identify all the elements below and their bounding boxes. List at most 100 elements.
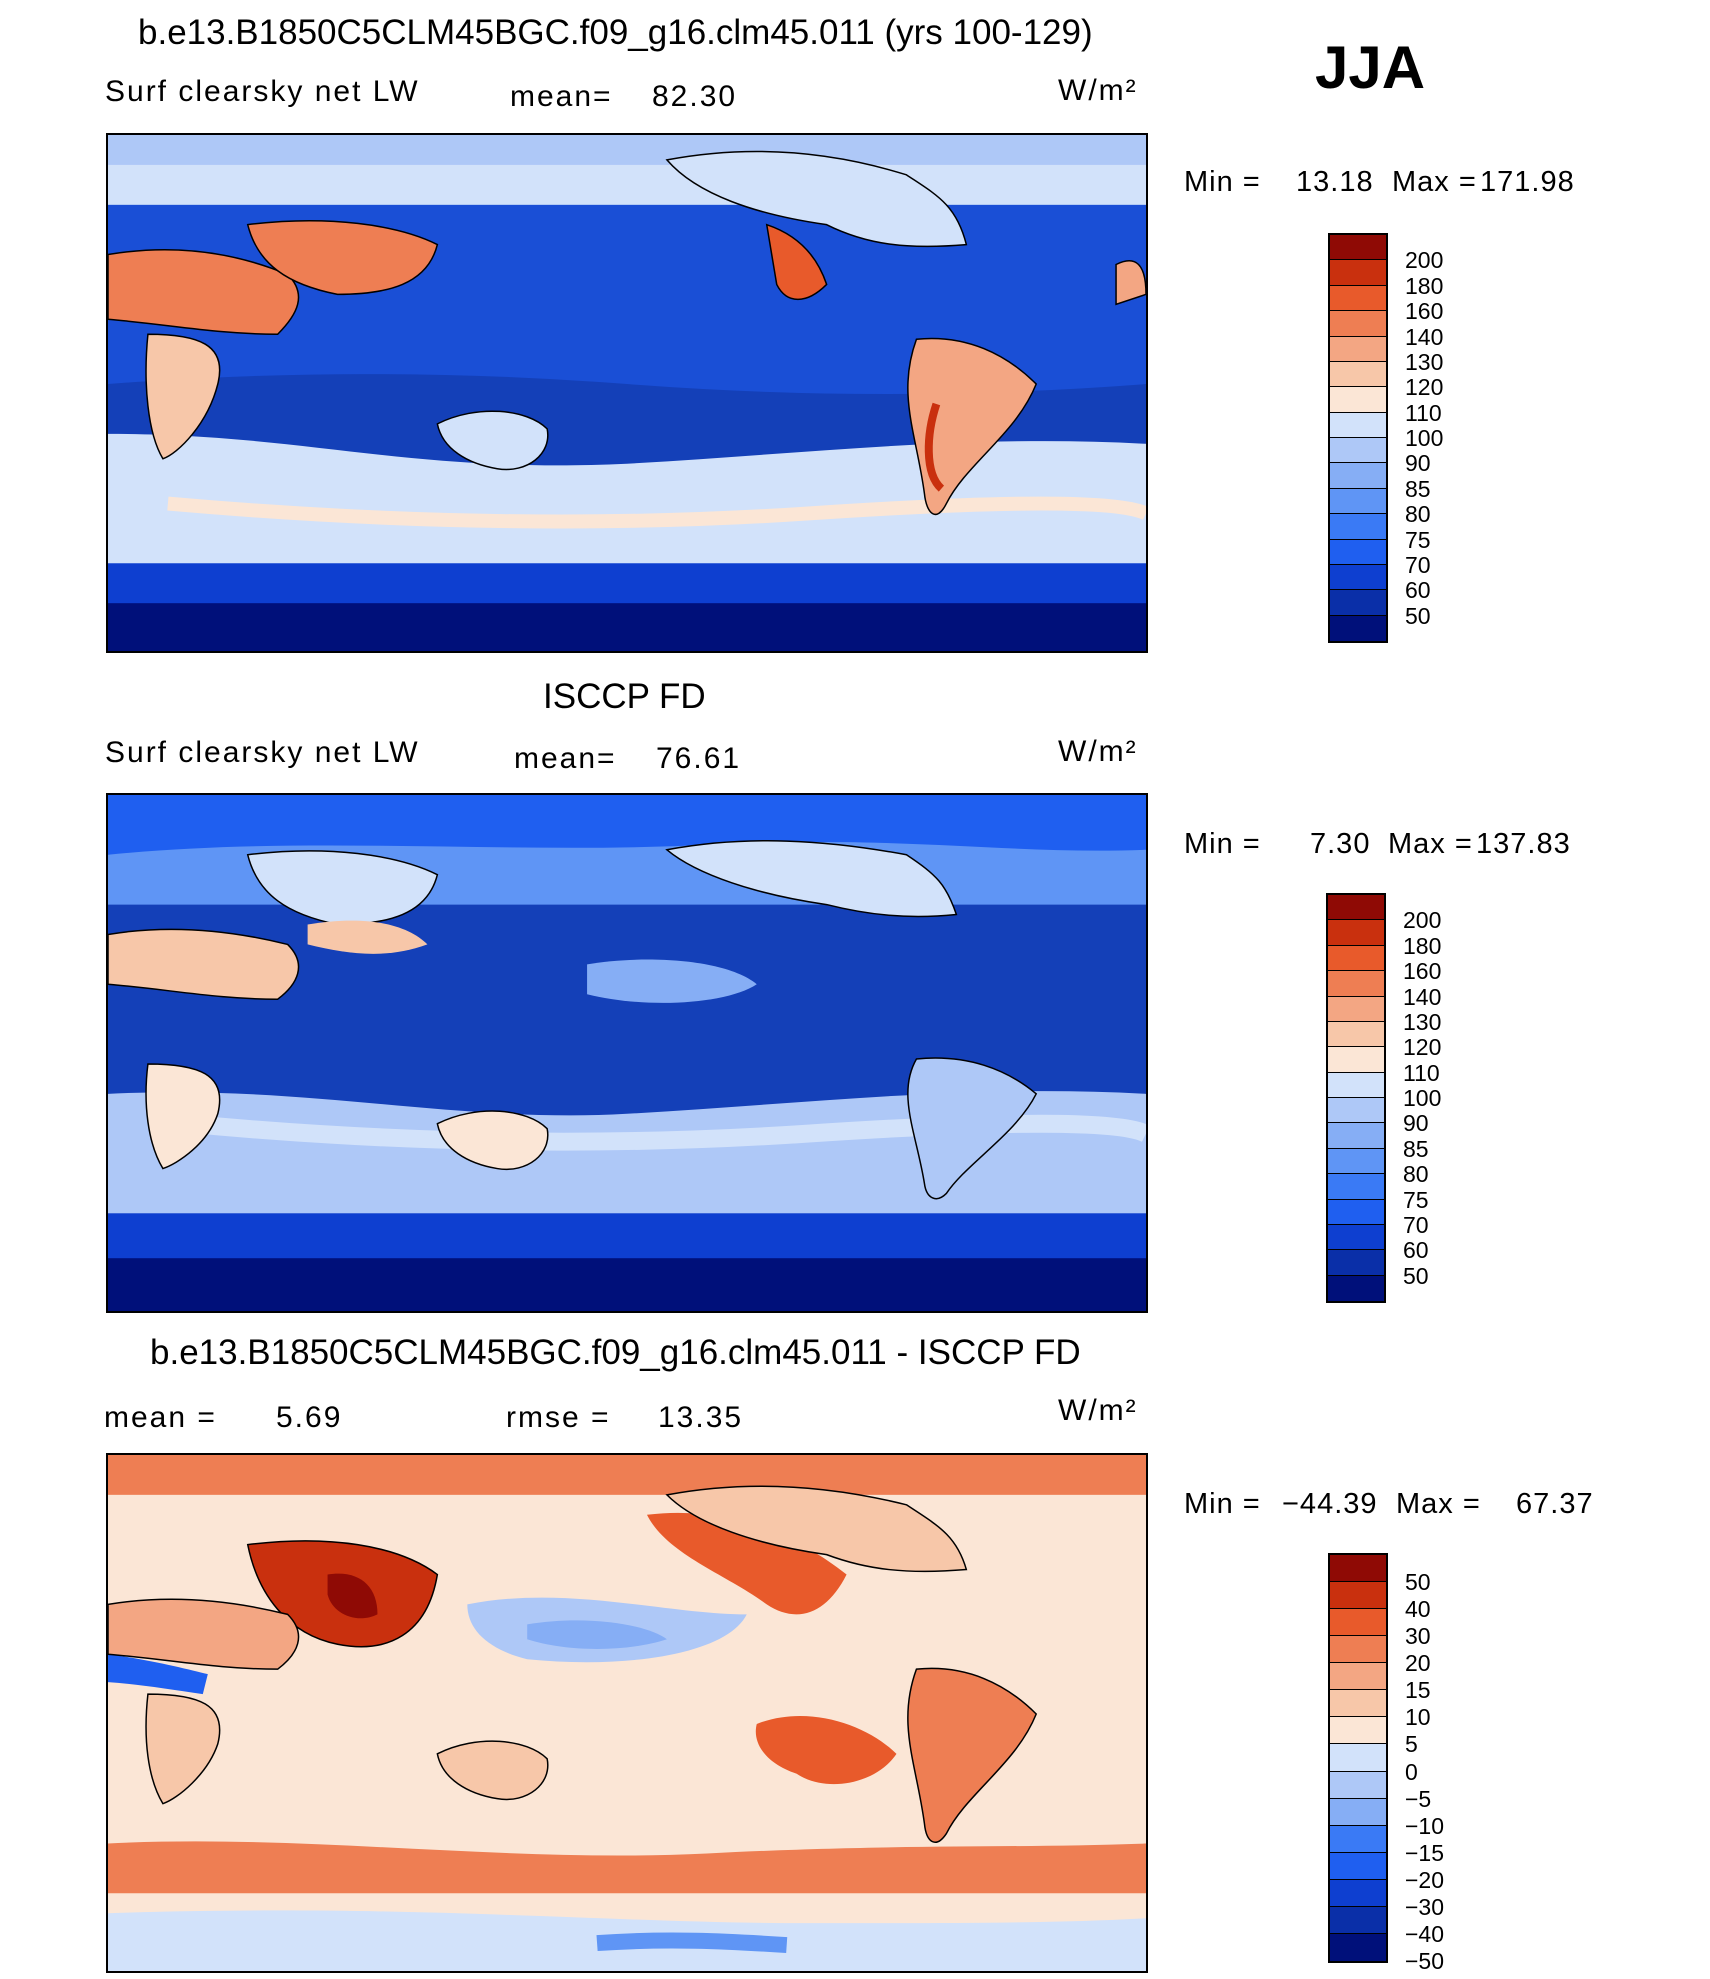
colorbar-swatch <box>1330 1906 1386 1934</box>
colorbar-level-label: −40 <box>1405 1920 1445 1947</box>
colorbar-level-label: −5 <box>1405 1785 1432 1812</box>
colorbar-level-label: 140 <box>1405 323 1444 350</box>
panel1-max-label: Max = <box>1392 166 1477 198</box>
panel3-map-graphic <box>108 1455 1146 1971</box>
colorbar-level-label: 80 <box>1405 501 1431 528</box>
colorbar-swatch <box>1330 1717 1386 1745</box>
colorbar-level-label: −50 <box>1405 1948 1445 1974</box>
colorbar-swatch <box>1330 1933 1386 1961</box>
panel2-mean-label: mean= <box>514 742 617 775</box>
colorbar-level-label: −15 <box>1405 1839 1445 1866</box>
colorbar-level-label: 10 <box>1405 1704 1431 1731</box>
panel1-variable: Surf clearsky net LW <box>105 75 420 108</box>
panel1-colorbar <box>1328 233 1388 643</box>
colorbar-level-label: 160 <box>1403 958 1442 985</box>
colorbar-swatch <box>1330 590 1386 616</box>
panel2-map <box>106 793 1148 1313</box>
colorbar-swatch <box>1330 615 1386 641</box>
panel1-title: b.e13.B1850C5CLM45BGC.f09_g16.clm45.011 … <box>138 13 1093 52</box>
panel3-min-value: −44.39 <box>1282 1488 1378 1520</box>
colorbar-level-label: 30 <box>1405 1623 1431 1650</box>
panel3-rmse-label: rmse = <box>506 1401 611 1434</box>
panel3-max-label: Max = <box>1396 1488 1481 1520</box>
panel3-rmse-value: 13.35 <box>658 1401 744 1434</box>
colorbar-swatch <box>1330 514 1386 540</box>
colorbar-swatch <box>1328 996 1384 1022</box>
colorbar-level-label: 120 <box>1403 1034 1442 1061</box>
colorbar-swatch <box>1330 1825 1386 1853</box>
panel2-units: W/m² <box>1058 735 1138 768</box>
panel3-min-label: Min = <box>1184 1488 1261 1520</box>
panel2-max-value: 137.83 <box>1476 828 1571 860</box>
colorbar-swatch <box>1328 1123 1384 1149</box>
panel2-min-value: 7.30 <box>1310 828 1371 860</box>
panel2-colorbar <box>1326 893 1386 1303</box>
colorbar-level-label: 20 <box>1405 1650 1431 1677</box>
colorbar-level-label: 70 <box>1405 551 1431 578</box>
colorbar-level-label: 110 <box>1403 1059 1440 1086</box>
colorbar-level-label: 75 <box>1403 1186 1429 1213</box>
colorbar-swatch <box>1330 488 1386 515</box>
colorbar-level-label: 90 <box>1405 450 1431 477</box>
colorbar-swatch <box>1330 438 1386 464</box>
colorbar-level-label: 15 <box>1405 1677 1431 1704</box>
panel3-mean-value: 5.69 <box>276 1401 343 1434</box>
colorbar-level-label: 85 <box>1405 475 1431 502</box>
panel2-variable: Surf clearsky net LW <box>105 736 420 769</box>
season-label: JJA <box>1315 34 1426 101</box>
colorbar-swatch <box>1330 1663 1386 1691</box>
colorbar-swatch <box>1328 945 1384 972</box>
colorbar-level-label: 50 <box>1405 602 1431 629</box>
panel3-max-value: 67.37 <box>1516 1488 1594 1520</box>
colorbar-level-label: −30 <box>1405 1893 1445 1920</box>
colorbar-swatch <box>1328 971 1384 997</box>
colorbar-level-label: −20 <box>1405 1866 1445 1893</box>
colorbar-level-label: 50 <box>1405 1569 1431 1596</box>
colorbar-swatch <box>1330 235 1386 261</box>
colorbar-level-label: 0 <box>1405 1758 1418 1785</box>
colorbar-level-label: 130 <box>1403 1008 1442 1035</box>
colorbar-level-label: 50 <box>1403 1262 1429 1289</box>
colorbar-swatch <box>1330 539 1386 565</box>
colorbar-swatch <box>1328 1250 1384 1276</box>
colorbar-swatch <box>1330 260 1386 286</box>
colorbar-level-label: 180 <box>1403 932 1442 959</box>
colorbar-level-label: 180 <box>1405 272 1444 299</box>
panel3-mean-label: mean = <box>104 1401 217 1434</box>
colorbar-swatch <box>1328 1148 1384 1175</box>
colorbar-swatch <box>1328 920 1384 946</box>
colorbar-level-label: 5 <box>1405 1731 1418 1758</box>
colorbar-swatch <box>1330 1798 1386 1826</box>
colorbar-swatch <box>1328 1072 1384 1098</box>
colorbar-swatch <box>1328 1021 1384 1048</box>
colorbar-swatch <box>1328 1098 1384 1124</box>
colorbar-level-label: 200 <box>1405 247 1444 274</box>
colorbar-swatch <box>1328 1275 1384 1301</box>
colorbar-swatch <box>1328 1199 1384 1225</box>
colorbar-swatch <box>1330 1636 1386 1664</box>
colorbar-swatch <box>1330 1690 1386 1718</box>
panel3-title: b.e13.B1850C5CLM45BGC.f09_g16.clm45.011 … <box>150 1333 1081 1372</box>
colorbar-level-label: 100 <box>1403 1085 1442 1111</box>
colorbar-level-label: −10 <box>1405 1812 1445 1839</box>
colorbar-swatch <box>1330 285 1386 312</box>
panel1-mean-value: 82.30 <box>652 80 738 113</box>
colorbar-level-label: 75 <box>1405 526 1431 553</box>
panel3-colorbar <box>1328 1553 1388 1963</box>
colorbar-swatch <box>1328 895 1384 921</box>
panel1-units: W/m² <box>1058 74 1138 107</box>
colorbar-swatch <box>1330 336 1386 362</box>
colorbar-level-label: 200 <box>1403 907 1442 934</box>
colorbar-swatch <box>1330 1771 1386 1799</box>
panel2-title: ISCCP FD <box>543 677 706 716</box>
panel3-map <box>106 1453 1148 1973</box>
panel1-mean-label: mean= <box>510 80 613 113</box>
colorbar-level-label: 80 <box>1403 1161 1429 1188</box>
colorbar-level-label: 120 <box>1405 374 1444 401</box>
colorbar-swatch <box>1330 1744 1386 1772</box>
colorbar-level-label: 130 <box>1405 348 1444 375</box>
colorbar-swatch <box>1330 1852 1386 1880</box>
colorbar-swatch <box>1330 564 1386 591</box>
colorbar-level-label: 60 <box>1405 577 1431 604</box>
colorbar-level-label: 40 <box>1405 1596 1431 1623</box>
